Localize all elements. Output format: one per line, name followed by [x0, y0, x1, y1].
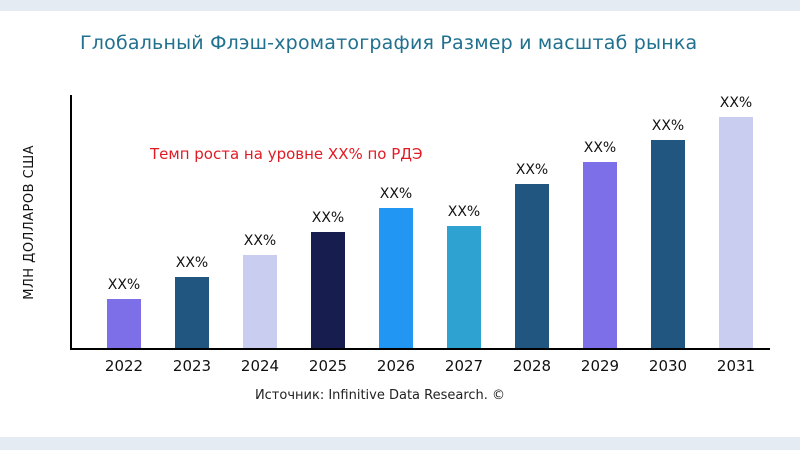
bar-slot-2024: XX% 2024 [226, 95, 294, 375]
bar-2030 [651, 139, 685, 348]
x-tick-2022: 2022 [104, 357, 144, 375]
x-tick-2027: 2027 [444, 357, 484, 375]
chart-title: Глобальный Флэш-хроматография Размер и м… [80, 32, 698, 54]
bar-slot-2023: XX% 2023 [158, 95, 226, 375]
bar-value-label-2030: XX% [651, 117, 685, 134]
bar-slot-2027: XX% 2027 [430, 95, 498, 375]
top-band [0, 0, 800, 11]
bottom-band [0, 437, 800, 450]
bar-value-label-2025: XX% [311, 209, 345, 226]
bar-value-label-2027: XX% [447, 203, 481, 220]
bar-slot-2030: XX% 2030 [634, 95, 702, 375]
x-tick-2026: 2026 [376, 357, 416, 375]
x-tick-2023: 2023 [172, 357, 212, 375]
bar-value-label-2023: XX% [175, 255, 209, 272]
bar-slot-2029: XX% 2029 [566, 95, 634, 375]
growth-rate-annotation: Темп роста на уровне XX% по РДЭ [150, 145, 423, 163]
bar-value-label-2029: XX% [583, 139, 617, 156]
plot-area: XX% 2022 XX% 2023 XX% 2024 XX% 2025 XX% 2026 XX% 20… [70, 95, 770, 375]
bar-slot-2031: XX% 2031 [702, 95, 770, 375]
bar-2025 [311, 231, 345, 348]
x-tick-2031: 2031 [716, 357, 756, 375]
x-tick-2028: 2028 [512, 357, 552, 375]
bar-2029 [583, 161, 617, 348]
x-tick-2025: 2025 [308, 357, 348, 375]
bar-2028 [515, 184, 549, 348]
bar-2022 [107, 299, 141, 348]
y-axis-label-wrap: МЛН ДОЛЛАРОВ США [16, 95, 42, 350]
bar-slot-2028: XX% 2028 [498, 95, 566, 375]
bar-2023 [175, 277, 209, 348]
bar-2027 [447, 225, 481, 348]
bar-value-label-2026: XX% [379, 186, 413, 203]
bar-value-label-2028: XX% [515, 162, 549, 179]
bar-2024 [243, 254, 277, 348]
x-tick-2030: 2030 [648, 357, 688, 375]
bar-slot-2025: XX% 2025 [294, 95, 362, 375]
bar-value-label-2024: XX% [243, 232, 277, 249]
bar-2026 [379, 208, 413, 348]
bar-value-label-2022: XX% [107, 277, 141, 294]
bar-slot-2026: XX% 2026 [362, 95, 430, 375]
y-axis-label: МЛН ДОЛЛАРОВ США [21, 145, 37, 300]
bar-value-label-2031: XX% [719, 95, 753, 111]
source-note: Источник: Infinitive Data Research. © [254, 388, 506, 403]
x-tick-2024: 2024 [240, 357, 280, 375]
bar-slot-2022: XX% 2022 [90, 95, 158, 375]
x-tick-2029: 2029 [580, 357, 620, 375]
bar-2031 [719, 117, 753, 348]
